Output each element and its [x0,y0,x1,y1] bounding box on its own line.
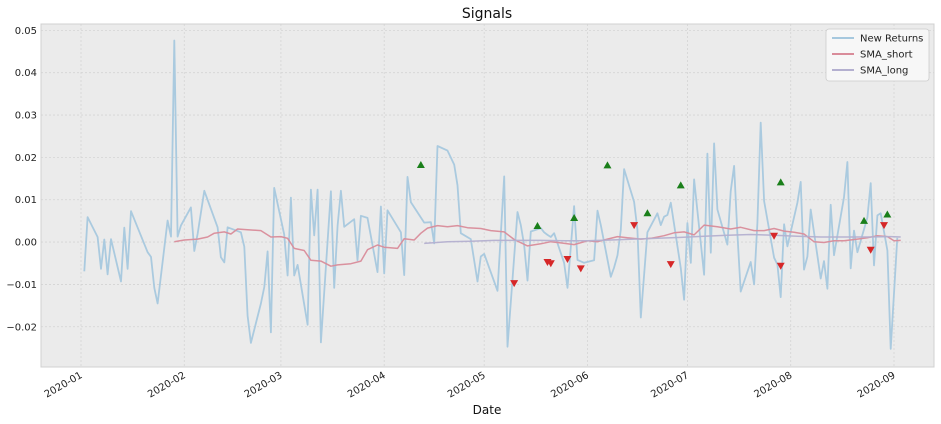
buy-signal-marker [643,209,652,217]
buy-signal-marker [776,178,785,186]
legend-box [825,28,930,82]
sell-signal-marker [563,256,572,264]
sell-signal-marker [510,280,519,288]
x-tick-label: 2020-07 [649,370,691,400]
legend-entry: SMA_short [860,50,913,61]
sell-signal-marker [776,262,785,270]
buy-signal-marker [570,213,579,221]
buy-signal-marker [416,161,425,169]
y-tick-label: 0.00 [15,238,37,249]
y-tick-label: 0.01 [15,195,37,206]
y-tick-label: 0.05 [15,26,37,37]
y-tick-label: 0.03 [15,111,37,122]
sell-signal-marker [666,261,675,269]
y-tick-label: 0.02 [15,153,37,164]
x-tick-label: 2020-04 [346,370,388,400]
buy-signal-marker [533,221,542,229]
sell-signal-marker [770,232,779,240]
y-tick-label: 0.04 [15,68,37,79]
sell-signal-marker [880,222,889,230]
x-tick-label: 2020-01 [43,370,85,400]
sell-signal-marker [630,222,639,230]
sell-signal-marker [866,246,875,254]
chart-title: Signals [462,6,512,22]
buy-signal-marker [603,161,612,169]
y-axis-ticks: −0.02 −0.01 0.00 0.01 0.02 0.03 0.04 0.05 [6,26,37,333]
legend-entry: New Returns [860,34,923,45]
x-tick-label: 2020-08 [753,370,795,400]
x-tick-label: 2020-09 [856,370,898,400]
buy-signal-marker [676,181,685,189]
x-tick-label: 2020-02 [146,370,188,400]
x-tick-label: 2020-06 [549,370,591,400]
y-tick-label: −0.01 [6,280,37,291]
legend: New Returns SMA_short SMA_long [825,28,930,82]
plot-area [83,39,901,350]
sma-long-line [424,233,901,245]
buy-signal-marker [883,210,892,218]
sma-short-line [174,224,901,267]
new-returns-line [83,39,899,350]
buy-signal-marker [860,216,869,224]
x-axis-ticks: 2020-01 2020-02 2020-03 2020-04 2020-05 2020-… [43,370,898,400]
plot-frame [40,23,935,368]
x-tick-label: 2020-05 [446,370,488,400]
legend-entry: SMA_long [860,66,908,77]
x-tick-label: 2020-03 [243,370,285,400]
y-tick-label: −0.02 [6,322,37,333]
sell-signal-marker [576,265,585,273]
plot-background [41,24,934,367]
sell-signal-marker [546,260,555,268]
x-axis-label: Date [473,403,502,417]
